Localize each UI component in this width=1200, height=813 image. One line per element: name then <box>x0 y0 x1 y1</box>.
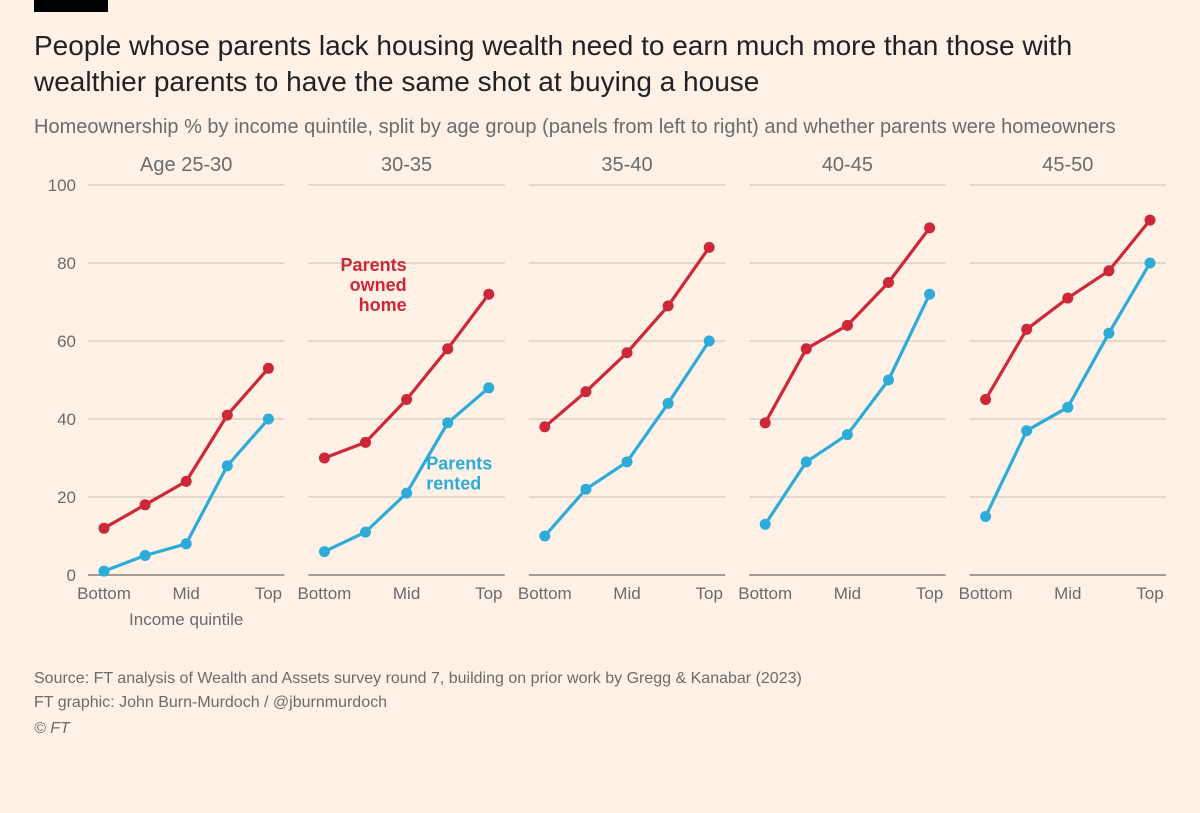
series-line-owned <box>324 294 488 458</box>
series-marker-owned <box>99 522 110 533</box>
series-marker-owned <box>704 242 715 253</box>
x-tick-label: Bottom <box>77 584 131 603</box>
series-marker-owned <box>1145 214 1156 225</box>
series-marker-rented <box>1103 327 1114 338</box>
x-tick-label: Mid <box>393 584 420 603</box>
y-tick-label: 20 <box>57 488 76 507</box>
series-marker-owned <box>140 499 151 510</box>
brand-tab <box>34 0 108 12</box>
x-tick-label: Bottom <box>518 584 572 603</box>
panel-label: 40-45 <box>822 154 873 176</box>
series-marker-owned <box>980 394 991 405</box>
series-annotation: rented <box>426 473 481 493</box>
series-marker-rented <box>622 456 633 467</box>
series-marker-owned <box>580 386 591 397</box>
series-marker-rented <box>483 382 494 393</box>
series-marker-owned <box>842 320 853 331</box>
x-axis-title: Income quintile <box>129 610 243 629</box>
chart-title: People whose parents lack housing wealth… <box>34 28 1154 100</box>
x-tick-label: Mid <box>613 584 640 603</box>
chart-svg: 0 20 40 60 80 100 Age 25-30 Bottom Mid Top Income … <box>34 151 1166 651</box>
series-marker-owned <box>319 452 330 463</box>
series-marker-owned <box>539 421 550 432</box>
series-marker-owned <box>1021 323 1032 334</box>
series-marker-owned <box>1103 265 1114 276</box>
series-marker-rented <box>704 335 715 346</box>
y-tick-label: 40 <box>57 410 76 429</box>
series-marker-owned <box>883 277 894 288</box>
series-marker-owned <box>1062 292 1073 303</box>
x-tick-label: Bottom <box>738 584 792 603</box>
series-annotation: owned <box>350 274 407 294</box>
chart-grid: 0 20 40 60 80 100 Age 25-30 Bottom Mid Top Income … <box>34 151 1166 651</box>
series-marker-rented <box>980 511 991 522</box>
series-marker-owned <box>401 394 412 405</box>
series-marker-rented <box>883 374 894 385</box>
series-marker-owned <box>360 437 371 448</box>
y-tick-label: 80 <box>57 254 76 273</box>
series-marker-rented <box>319 546 330 557</box>
series-marker-owned <box>181 476 192 487</box>
series-marker-rented <box>1062 401 1073 412</box>
x-tick-label: Top <box>916 584 943 603</box>
chart-subtitle: Homeownership % by income quintile, spli… <box>34 114 1134 141</box>
x-tick-label: Top <box>695 584 722 603</box>
series-marker-rented <box>539 530 550 541</box>
series-marker-rented <box>263 413 274 424</box>
series-annotation: Parents <box>341 254 407 274</box>
series-marker-rented <box>924 288 935 299</box>
y-tick-label: 60 <box>57 332 76 351</box>
panel-label: 35-40 <box>601 154 652 176</box>
series-marker-owned <box>924 222 935 233</box>
footer-source: Source: FT analysis of Wealth and Assets… <box>34 667 1166 691</box>
series-marker-rented <box>181 538 192 549</box>
series-marker-rented <box>360 526 371 537</box>
series-marker-rented <box>1021 425 1032 436</box>
series-marker-rented <box>760 518 771 529</box>
series-marker-owned <box>801 343 812 354</box>
y-tick-label: 0 <box>67 566 76 585</box>
series-marker-rented <box>99 565 110 576</box>
x-tick-label: Mid <box>172 584 199 603</box>
series-marker-rented <box>442 417 453 428</box>
series-marker-owned <box>483 288 494 299</box>
series-marker-owned <box>222 409 233 420</box>
series-marker-owned <box>263 362 274 373</box>
series-marker-rented <box>663 398 674 409</box>
series-marker-rented <box>401 487 412 498</box>
x-tick-label: Top <box>255 584 282 603</box>
chart-footer: Source: FT analysis of Wealth and Assets… <box>34 667 1166 741</box>
series-marker-owned <box>760 417 771 428</box>
x-tick-label: Bottom <box>959 584 1013 603</box>
x-tick-label: Mid <box>1054 584 1081 603</box>
series-marker-owned <box>442 343 453 354</box>
series-marker-owned <box>663 300 674 311</box>
series-annotation: Parents <box>426 453 492 473</box>
panel-label: 45-50 <box>1042 154 1093 176</box>
series-marker-rented <box>1145 257 1156 268</box>
panel-label: Age 25-30 <box>140 154 232 176</box>
panel-label: 30-35 <box>381 154 432 176</box>
series-marker-rented <box>801 456 812 467</box>
x-tick-label: Top <box>475 584 502 603</box>
series-marker-rented <box>580 483 591 494</box>
series-line-owned <box>545 247 709 426</box>
series-line-rented <box>545 341 709 536</box>
series-marker-rented <box>222 460 233 471</box>
x-tick-label: Top <box>1136 584 1163 603</box>
x-tick-label: Mid <box>834 584 861 603</box>
footer-copyright: © FT <box>34 717 1166 741</box>
y-tick-label: 100 <box>48 176 76 195</box>
x-tick-label: Bottom <box>297 584 351 603</box>
series-line-owned <box>986 220 1150 399</box>
footer-credit: FT graphic: John Burn-Murdoch / @jburnmu… <box>34 691 1166 715</box>
series-marker-owned <box>622 347 633 358</box>
series-annotation: home <box>359 294 407 314</box>
series-marker-rented <box>140 550 151 561</box>
series-marker-rented <box>842 429 853 440</box>
